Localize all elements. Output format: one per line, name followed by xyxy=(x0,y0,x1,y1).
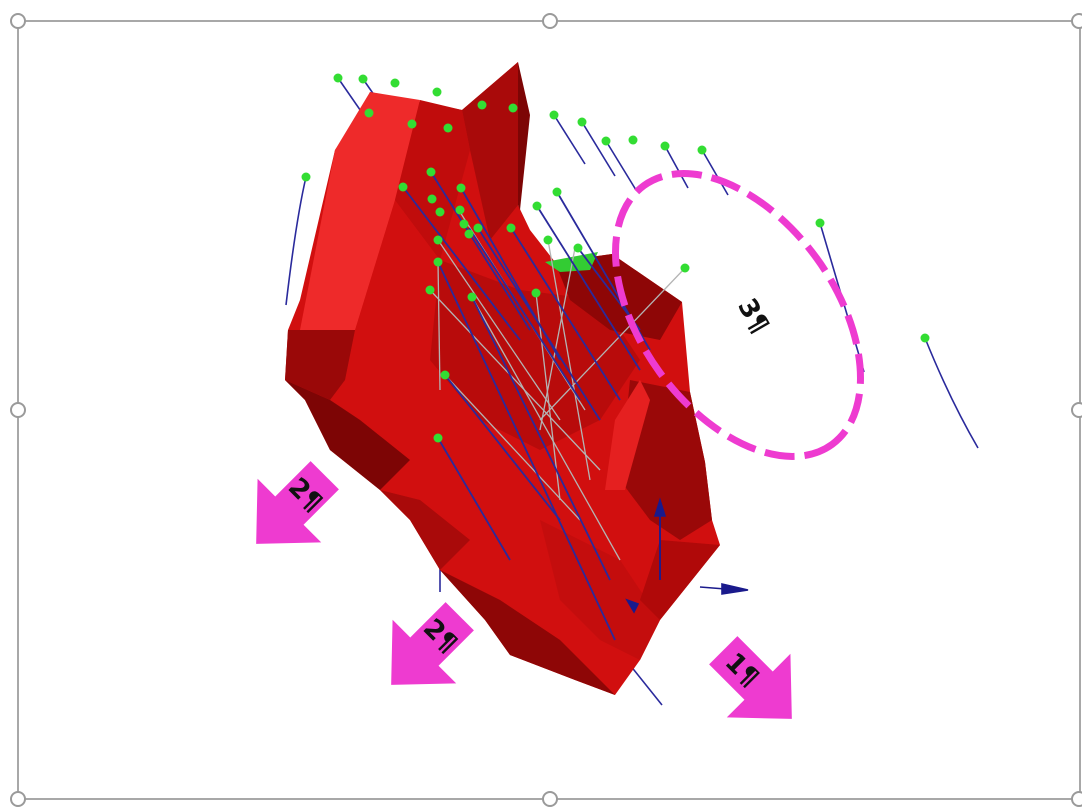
right-arrow-icon xyxy=(721,582,749,595)
handle-bottom-left-icon xyxy=(10,791,26,807)
annotation-arrow-1[interactable]: 1¶ xyxy=(691,618,823,750)
drillhole-collars xyxy=(301,73,930,443)
ore-body-model xyxy=(285,62,720,695)
handle-middle-right-icon xyxy=(1071,402,1082,418)
selection-handles[interactable] xyxy=(10,13,1082,807)
handle-top-left-icon xyxy=(10,13,26,29)
handle-middle-left-icon xyxy=(10,402,26,418)
axis-arrows xyxy=(625,497,749,614)
up-arrow-icon xyxy=(653,497,667,517)
handle-top-right-icon xyxy=(1071,13,1082,29)
handle-bottom-center-icon xyxy=(542,791,558,807)
ellipse-3-label: 3¶ xyxy=(731,294,774,339)
handle-bottom-right-icon xyxy=(1071,791,1082,807)
annotation-arrow-2-upper[interactable]: 2¶ xyxy=(224,443,356,575)
down-arrow-icon xyxy=(625,598,640,614)
handle-top-center-icon xyxy=(542,13,558,29)
